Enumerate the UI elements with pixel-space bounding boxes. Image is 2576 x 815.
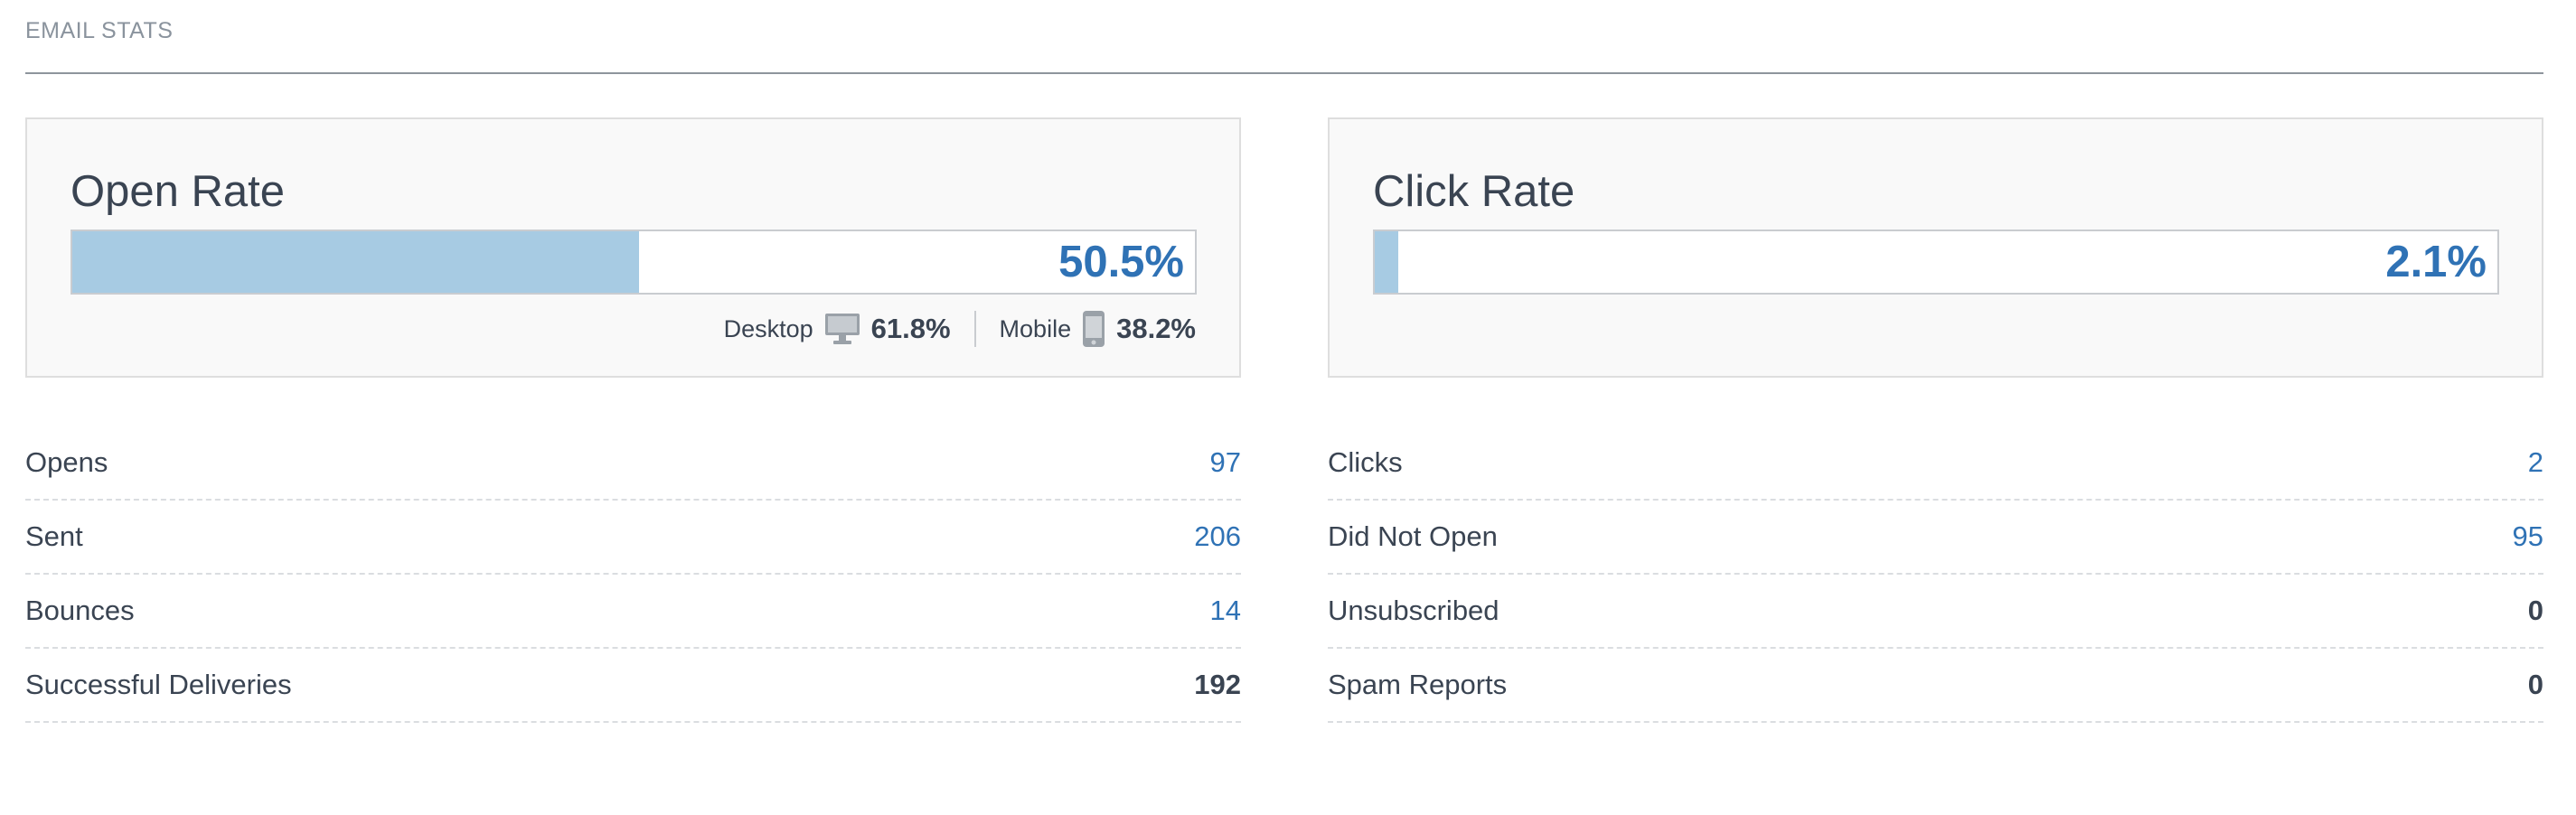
open-rate-card: Open Rate 50.5% Desktop 61.8% Mobile [25, 117, 1241, 378]
stat-label: Clicks [1328, 446, 1403, 478]
stat-value[interactable]: 2 [2527, 446, 2543, 478]
open-rate-value: 50.5% [1058, 238, 1184, 286]
stat-label: Bounces [25, 595, 135, 626]
click-rate-bar-fill [1375, 231, 1399, 293]
mobile-value: 38.2% [1116, 313, 1196, 344]
click-rate-card: Click Rate 2.1% [1328, 117, 2543, 378]
stat-row-successful-deliveries: Successful Deliveries 192 [25, 649, 1241, 723]
click-rate-title: Click Rate [1373, 167, 1575, 216]
stat-row-sent: Sent 206 [25, 501, 1241, 575]
open-rate-bar-fill [72, 231, 640, 293]
stat-value: 0 [2527, 669, 2543, 700]
stat-value: 0 [2527, 595, 2543, 626]
stat-value[interactable]: 95 [2512, 520, 2543, 552]
right-stats-list: Clicks 2 Did Not Open 95 Unsubscribed 0 … [1328, 426, 2543, 723]
stat-label: Opens [25, 446, 108, 478]
stat-row-did-not-open: Did Not Open 95 [1328, 501, 2543, 575]
stat-row-opens: Opens 97 [25, 426, 1241, 501]
device-separator [973, 311, 976, 347]
stat-value: 192 [1194, 669, 1241, 700]
stat-row-unsubscribed: Unsubscribed 0 [1328, 575, 2543, 649]
section-divider [25, 72, 2543, 74]
open-rate-title: Open Rate [71, 167, 285, 216]
mobile-stat: Mobile 38.2% [1000, 310, 1196, 348]
stat-value[interactable]: 206 [1194, 520, 1241, 552]
left-stats-list: Opens 97 Sent 206 Bounces 14 Successful … [25, 426, 1241, 723]
mobile-icon [1082, 310, 1105, 348]
stat-label: Successful Deliveries [25, 669, 292, 700]
stat-label: Did Not Open [1328, 520, 1498, 552]
stat-label: Spam Reports [1328, 669, 1508, 700]
stat-row-spam-reports: Spam Reports 0 [1328, 649, 2543, 723]
stat-row-clicks: Clicks 2 [1328, 426, 2543, 501]
desktop-stat: Desktop 61.8% [724, 312, 951, 346]
device-breakdown: Desktop 61.8% Mobile 38.2% [724, 309, 1196, 349]
stat-label: Unsubscribed [1328, 595, 1500, 626]
desktop-value: 61.8% [870, 313, 951, 344]
desktop-icon [824, 312, 860, 346]
mobile-label: Mobile [999, 314, 1072, 342]
desktop-label: Desktop [723, 314, 813, 342]
stat-value[interactable]: 14 [1209, 595, 1241, 626]
stat-value[interactable]: 97 [1209, 446, 1241, 478]
section-title: EMAIL STATS [25, 18, 174, 43]
open-rate-bar: 50.5% [71, 230, 1197, 295]
click-rate-value: 2.1% [2385, 238, 2487, 286]
click-rate-bar: 2.1% [1373, 230, 2499, 295]
stat-label: Sent [25, 520, 83, 552]
stat-row-bounces: Bounces 14 [25, 575, 1241, 649]
